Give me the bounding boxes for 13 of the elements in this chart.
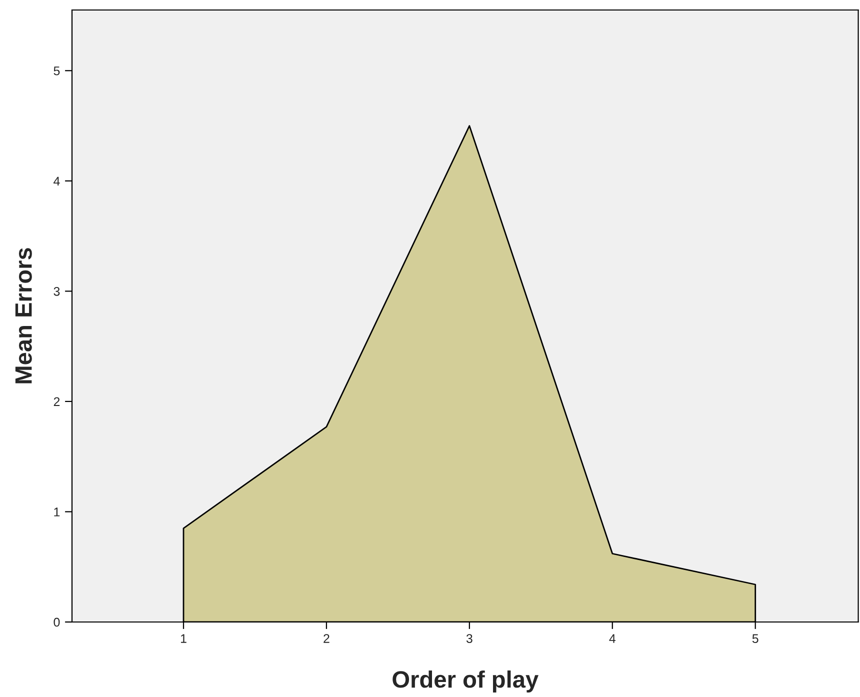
y-tick-label: 5 (54, 66, 60, 76)
y-tick-label: 0 (54, 618, 60, 627)
y-tick-label: 4 (54, 176, 60, 186)
x-tick-label: 4 (609, 634, 616, 643)
y-axis-title: Mean Errors (15, 248, 32, 384)
y-tick-label: 2 (54, 397, 60, 406)
x-axis-title: Order of play (392, 670, 538, 692)
x-tick-label: 1 (180, 634, 186, 643)
x-tick-label: 2 (324, 634, 330, 643)
y-tick-label: 3 (54, 286, 60, 296)
x-tick-label: 5 (752, 634, 758, 643)
x-tick-label: 3 (466, 634, 472, 643)
y-tick-label: 1 (54, 508, 60, 516)
